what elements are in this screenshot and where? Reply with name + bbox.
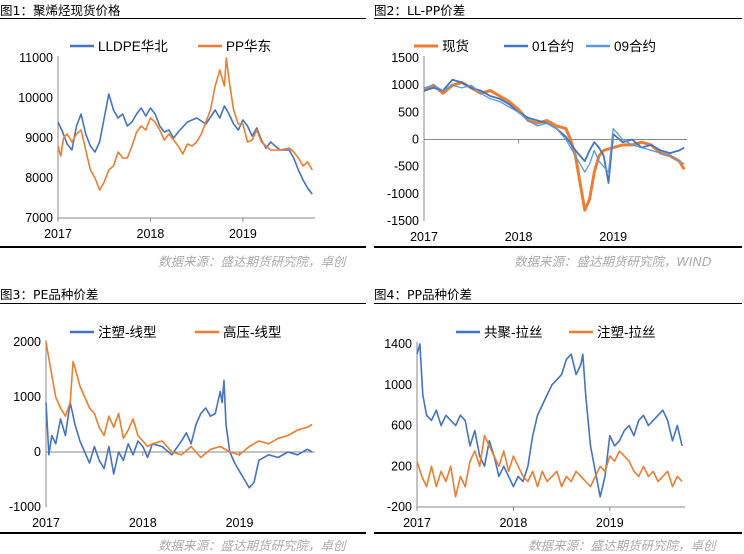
x-tick-label: 2019: [226, 516, 254, 530]
y-tick-label: -500: [394, 160, 419, 174]
x-tick-label: 2019: [229, 227, 257, 241]
y-tick-label: -1000: [9, 500, 41, 514]
y-tick-label: 11000: [19, 51, 53, 65]
y-tick-label: 9000: [25, 131, 53, 145]
chart-source: 数据来源：盛达期货研究院，WIND: [514, 254, 712, 269]
y-tick-label: 600: [391, 419, 412, 433]
x-tick-label: 2019: [599, 230, 627, 244]
x-tick-label: 2018: [505, 230, 533, 244]
series-line: [45, 341, 313, 459]
bottom-rule: [0, 532, 366, 534]
chart-ll-pp-spread: -1500 -1000 -500 0 500 1000 1500 2017 2018 2019 现货…: [387, 38, 687, 244]
x-tick-label: 2017: [44, 227, 72, 241]
legend-label: 01合约: [532, 39, 574, 54]
y-tick-label: 8000: [25, 171, 53, 185]
chart-title: 图3：PE品种价差: [0, 287, 99, 302]
series-line: [57, 57, 313, 191]
series-line: [423, 84, 685, 173]
chart-title: 图2：LL-PP价差: [374, 3, 466, 18]
y-tick-label: 10000: [18, 91, 53, 105]
series-line: [45, 379, 313, 489]
x-tick-label: 2017: [410, 230, 438, 244]
series-line: [416, 434, 683, 498]
series-line: [416, 343, 683, 498]
x-tick-label: 2017: [403, 516, 431, 530]
series-line: [57, 93, 313, 195]
legend-label: 注塑-拉丝: [597, 325, 656, 340]
title-rule: [374, 303, 742, 304]
chart-title: 图4：PP品种价差: [374, 287, 473, 302]
y-tick-label: 2000: [13, 335, 41, 349]
y-tick-label: -1000: [387, 187, 419, 201]
panel-ll-pp-spread: 图2：LL-PP价差 -1500 -1000 -500 0 500 1000 1500 201…: [374, 0, 744, 275]
y-tick-label: 1500: [391, 51, 419, 65]
x-tick-label: 2018: [137, 227, 165, 241]
title-rule: [374, 18, 742, 19]
y-tick-label: -1500: [387, 214, 419, 228]
y-tick-label: 1400: [384, 337, 412, 351]
legend-label: 09合约: [614, 39, 656, 54]
legend-label: PP华东: [226, 39, 271, 54]
chart-source: 数据来源：盛达期货研究院，卓创: [528, 538, 716, 553]
legend-label: 现货: [442, 38, 469, 54]
y-tick-label: 200: [391, 459, 412, 473]
y-tick-label: 500: [398, 105, 419, 119]
bottom-rule: [0, 246, 366, 248]
title-rule: [0, 18, 366, 19]
bottom-rule: [374, 532, 742, 534]
y-tick-label: 1000: [13, 390, 41, 404]
x-tick-label: 2018: [499, 516, 527, 530]
legend-label: 注塑-线型: [98, 325, 157, 340]
y-tick-label: 0: [412, 133, 419, 147]
legend-label: 共聚-拉丝: [484, 325, 543, 340]
panel-spot-price: 图1：聚烯烃现货价格 7000 8000 9000 10000 11000 2017 201…: [0, 0, 372, 275]
panel-pp-spread: 图4：PP品种价差 -200 200 600 1000 1400 2017 2018 2019…: [374, 284, 744, 553]
chart-title: 图1：聚烯烃现货价格: [0, 3, 121, 18]
chart-spot-price: 7000 8000 9000 10000 11000 2017 2018 2019 LLDPE华…: [18, 39, 315, 241]
title-rule: [0, 303, 366, 304]
panel-pe-spread: 图3：PE品种价差 -1000 0 1000 2000 2017 2018 2019 注塑-线…: [0, 284, 372, 553]
y-tick-label: 7000: [25, 211, 53, 225]
y-tick-label: 0: [34, 445, 41, 459]
y-tick-label: 1000: [391, 78, 419, 92]
chart-pe-spread: -1000 0 1000 2000 2017 2018 2019 注塑-线型 高压-线型: [9, 324, 315, 530]
y-tick-label: -200: [387, 500, 412, 514]
x-tick-label: 2018: [129, 516, 157, 530]
chart-pp-spread: -200 200 600 1000 1400 2017 2018 2019 共聚-拉丝 注塑-拉丝: [384, 325, 685, 530]
y-tick-label: 1000: [384, 378, 412, 392]
chart-source: 数据来源：盛达期货研究院，卓创: [158, 538, 346, 553]
bottom-rule: [374, 246, 742, 248]
legend-label: 高压-线型: [223, 324, 282, 340]
chart-source: 数据来源：盛达期货研究院，卓创: [158, 254, 346, 269]
series-line: [423, 78, 685, 184]
x-tick-label: 2019: [596, 516, 624, 530]
legend-label: LLDPE华北: [98, 39, 168, 54]
x-tick-label: 2017: [32, 516, 60, 530]
